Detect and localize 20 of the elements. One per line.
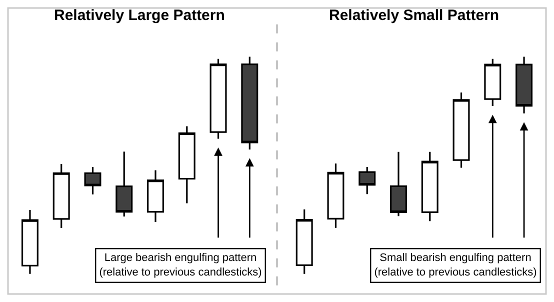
candlestick	[241, 56, 258, 150]
candlestick	[327, 162, 344, 229]
annotation: Large bearish engulfing pattern (relative to previous candlesticks)	[99, 252, 262, 278]
annotation: Small bearish engulfing pattern (relative to previous candlesticks)	[374, 252, 537, 278]
candlestick	[390, 151, 407, 217]
candlestick	[84, 166, 102, 196]
candlestick	[116, 150, 133, 218]
candlestick	[52, 163, 70, 229]
candlestick	[178, 125, 196, 204]
candlestick	[210, 58, 227, 140]
chart-title: Relatively Small Pattern	[329, 7, 500, 24]
candlestick	[452, 92, 470, 168]
candlestick	[296, 208, 313, 275]
candlestick	[421, 151, 438, 222]
candlestick	[21, 209, 38, 275]
candlestick	[516, 56, 533, 114]
chart-title: Relatively Large Pattern	[54, 7, 225, 24]
candlestick	[484, 58, 502, 107]
candlestick	[358, 166, 376, 195]
candlestick	[147, 169, 164, 223]
